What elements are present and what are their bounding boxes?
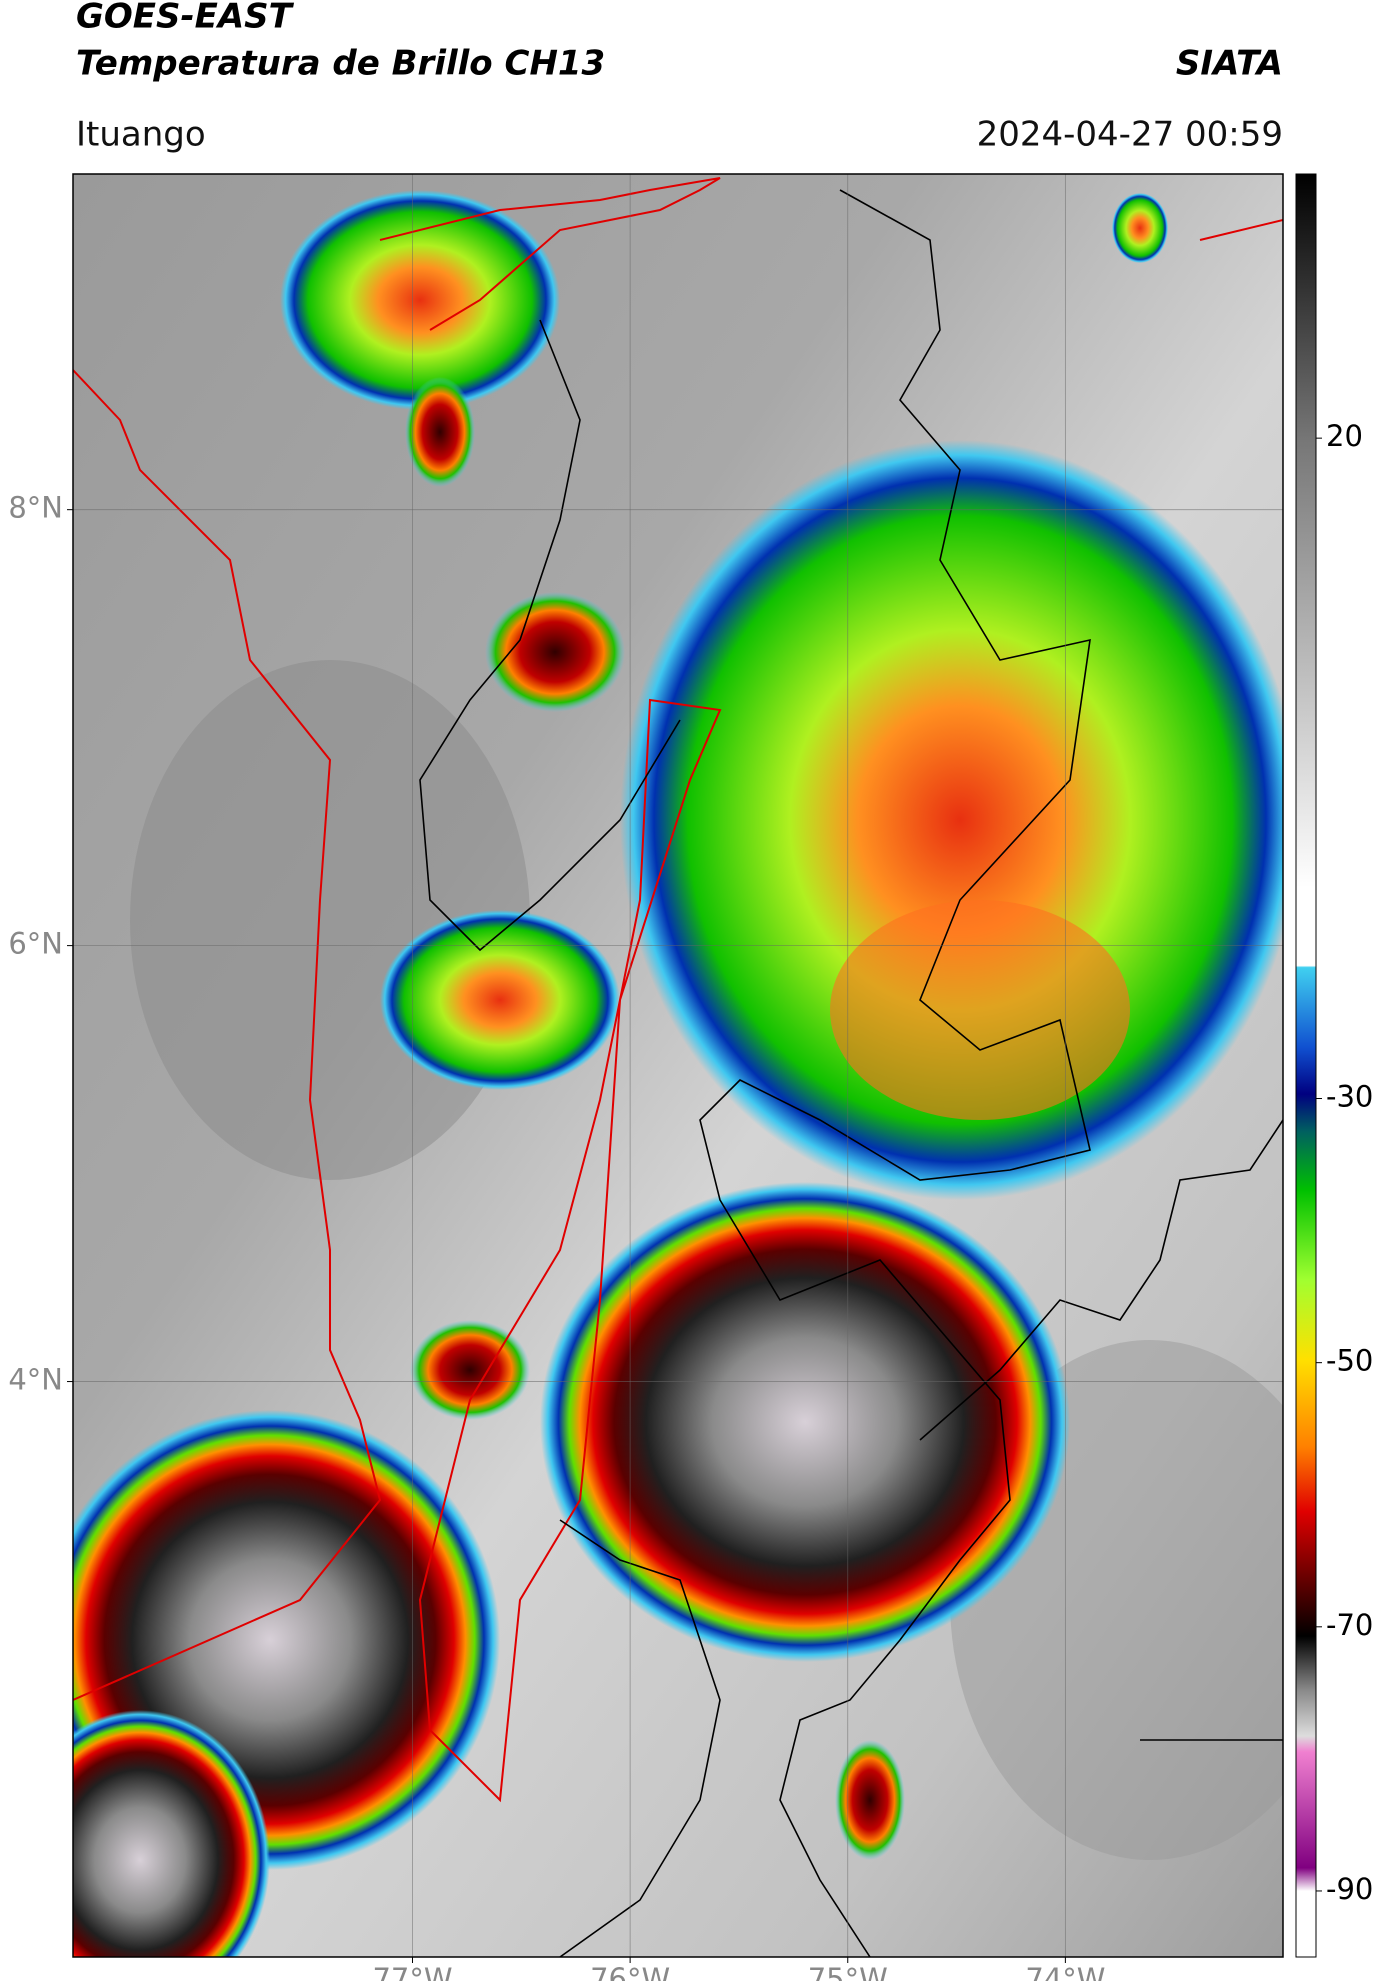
title: GOES-EAST <box>76 0 295 37</box>
title: Temperatura de Brillo CH13 <box>76 44 605 84</box>
x-tick-label: 74°W <box>1025 1962 1105 1981</box>
satellite-image <box>73 174 1283 1957</box>
location: Ituango <box>76 115 206 155</box>
x-tick-label: 76°W <box>590 1962 670 1981</box>
x-tick-label: 75°W <box>808 1962 888 1981</box>
x-tick-label: 77°W <box>372 1962 452 1981</box>
colorbar-tick-label: -90 <box>1326 1872 1373 1906</box>
y-tick-label: 8°N <box>8 491 63 525</box>
map-frame <box>72 173 1284 1958</box>
colorbar-tick-label: 20 <box>1326 419 1363 453</box>
colorbar-tick-label: -50 <box>1326 1344 1373 1378</box>
organization: SIATA <box>1176 44 1283 84</box>
y-tick-label: 6°N <box>8 927 63 961</box>
colorbar-tick-label: -70 <box>1326 1608 1373 1642</box>
y-tick-label: 4°N <box>8 1363 63 1397</box>
colorbar <box>1295 173 1317 1958</box>
datetime: 2024-04-27 00:59 <box>977 115 1283 155</box>
colorbar-tick-label: -30 <box>1326 1080 1373 1114</box>
